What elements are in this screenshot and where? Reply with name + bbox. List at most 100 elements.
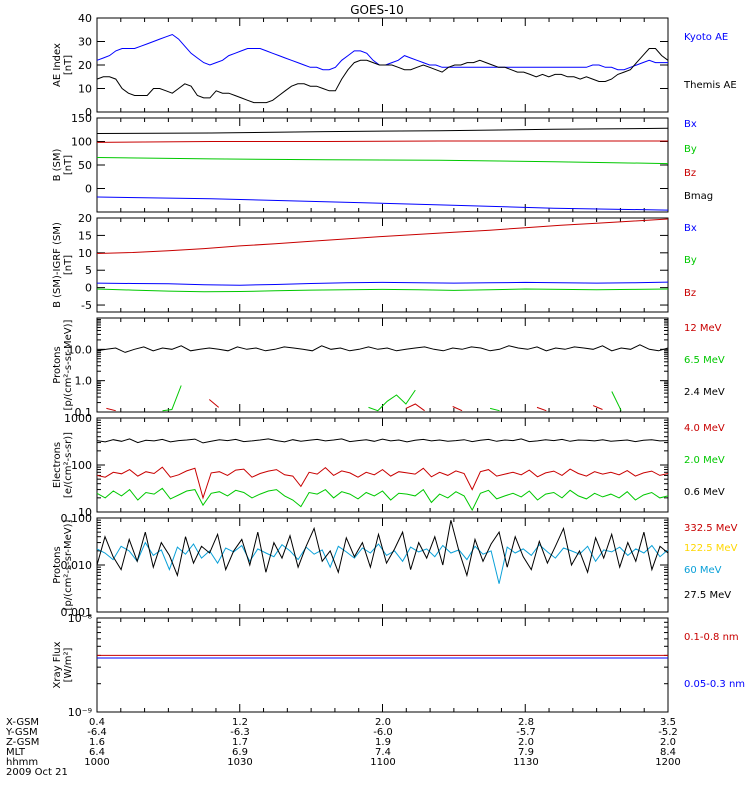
ephemeris-table: X-GSM 0.4 1.2 2.0 2.8 3.5 Y-GSM -6.4 -6.3 -6.0 -5.… [5, 717, 681, 768]
y-axis-label: Protons [52, 546, 63, 583]
ephemeris-value: 1200 [655, 757, 680, 768]
y-tick-label: 10⁻⁹ [68, 706, 92, 719]
ephemeris-value: 1.6 [89, 737, 105, 748]
panel-frame [96, 217, 669, 313]
y-axis-units: [p/(cm²-s-sr-MeV)] [63, 319, 74, 410]
ephemeris-value: 1.7 [232, 737, 248, 748]
y-tick-label: 20 [78, 59, 92, 72]
legend-0-1-0-8-nm: 0.1-0.8 nm [684, 632, 739, 643]
panel-protons_mev: 0.1 1.0 10.0 Protons [p/(cm²-s-sr-MeV)] 12 Me… [52, 317, 725, 419]
legend-By: By [684, 255, 697, 266]
series-line-Kyoto-AE [96, 33, 668, 71]
y-tick-label: 0.1 [75, 406, 93, 419]
legend-27-5-MeV: 27.5 MeV [684, 590, 731, 601]
series-line-Bx [96, 281, 669, 286]
series-line-Bz [96, 140, 668, 143]
y-tick-label: 1.0 [75, 375, 93, 388]
ephemeris-value: 3.5 [660, 717, 676, 728]
ephemeris-value: 6.4 [89, 747, 105, 758]
y-tick-label: 0.010 [61, 559, 93, 572]
series-line-0-6-MeV [96, 438, 669, 444]
series-line-12-MeV [106, 400, 649, 411]
y-tick-label: 5 [85, 264, 92, 277]
series-line-2-4-MeV [96, 344, 669, 353]
legend-Bz: Bz [684, 288, 696, 299]
legend-2-4-MeV: 2.4 MeV [684, 387, 725, 398]
y-tick-label: 0.001 [61, 606, 93, 619]
series-line-Bz [96, 218, 669, 254]
ephemeris-value: 7.9 [518, 747, 534, 758]
date-label: 2009 Oct 21 [6, 767, 68, 778]
y-tick-label: 150 [71, 112, 92, 125]
y-axis-label: B (SM)-IGRF (SM) [52, 222, 63, 308]
ephemeris-value: 1.9 [375, 737, 391, 748]
y-tick-label: 10 [78, 83, 92, 96]
y-tick-label: 10.0 [68, 343, 93, 356]
series-line-By [96, 288, 669, 293]
ephemeris-label: MLT [6, 747, 26, 758]
series-line-Bmag [96, 127, 669, 134]
y-axis-units: [nT] [63, 155, 74, 175]
ephemeris-value: 1030 [227, 757, 252, 768]
ephemeris-value: 0.4 [89, 717, 105, 728]
legend-Bx: Bx [684, 119, 697, 130]
legend-12-MeV: 12 MeV [684, 323, 722, 334]
legend-6-5-MeV: 6.5 MeV [684, 355, 725, 366]
y-tick-label: 10⁻⁸ [68, 612, 93, 625]
panel-protons_hi: 0.001 0.010 0.100 Protons [p/(cm²-s-sr-MeV)]… [52, 512, 738, 619]
y-axis-units: [nT] [63, 55, 74, 75]
y-axis-label: AE Index [52, 43, 63, 87]
y-tick-label: 15 [78, 229, 92, 242]
panel-electrons: 10 100 1000 Electrons [e/(cm²-s-sr)] 4.0 MeV 2… [52, 412, 725, 519]
y-axis-units: [W/m²] [63, 647, 74, 682]
y-tick-label: -5 [81, 299, 92, 312]
panel-frame [96, 617, 669, 713]
legend-60-MeV: 60 MeV [684, 565, 722, 576]
ephemeris-value: 1.2 [232, 717, 248, 728]
y-tick-label: 0 [85, 106, 92, 119]
ephemeris-label: hhmm [6, 757, 38, 768]
panel-frame [96, 517, 669, 613]
y-tick-label: 40 [78, 12, 92, 25]
y-tick-label: 0 [85, 282, 92, 295]
y-tick-label: 10 [78, 506, 92, 519]
legend-Bz: Bz [684, 168, 696, 179]
series-line-2-0-MeV [96, 487, 669, 512]
ephemeris-value: 2.0 [375, 717, 391, 728]
y-tick-label: 20 [78, 212, 92, 225]
y-axis-label: Protons [52, 346, 63, 383]
panel-b_igrf: -5 0 5 10 15 20 B (SM)-IGRF (SM) [nT] Bx By Bz [52, 212, 697, 313]
y-tick-label: 100 [71, 136, 92, 149]
legend-Kyoto-AE: Kyoto AE [684, 32, 728, 43]
panel-b_sm: 0 50 100 150 B (SM) [nT] Bx By Bz Bmag [52, 112, 713, 213]
series-line-Themis-AE [96, 48, 669, 104]
panel-xray: 10⁻⁹ 10⁻⁸ Xray Flux [W/m²] 0.1-0.8 nm 0.05-0.… [52, 612, 745, 719]
y-tick-label: 0.100 [61, 512, 93, 525]
series-line-27-5-MeV [96, 520, 669, 578]
y-tick-label: 30 [78, 36, 92, 49]
legend-Bmag: Bmag [684, 191, 713, 202]
panel-frame [96, 317, 669, 413]
legend-332-5-MeV: 332.5 MeV [684, 523, 738, 534]
ephemeris-value: 2.0 [518, 737, 534, 748]
y-tick-label: 10 [78, 247, 92, 260]
ephemeris-value: 2.0 [660, 737, 676, 748]
ephemeris-value: 1000 [84, 757, 109, 768]
ephemeris-value: 7.4 [375, 747, 391, 758]
ephemeris-value: 1100 [370, 757, 395, 768]
ephemeris-value: 6.9 [232, 747, 248, 758]
y-tick-label: 100 [71, 459, 92, 472]
legend-122-5-MeV: 122.5 MeV [684, 543, 738, 554]
ephemeris-label: X-GSM [6, 717, 39, 728]
ephemeris-value: -5.2 [658, 727, 678, 738]
panel-ae: 0 10 20 30 40 AE Index [nT] Kyoto AE Themis AE [52, 12, 737, 119]
ephemeris-value: 1130 [513, 757, 538, 768]
ephemeris-value: 8.4 [660, 747, 676, 758]
y-axis-label: Electrons [52, 442, 63, 488]
series-line-By [96, 157, 669, 165]
legend-By: By [684, 144, 697, 155]
series-line-4-0-MeV [96, 466, 669, 500]
legend-2-0-MeV: 2.0 MeV [684, 455, 725, 466]
